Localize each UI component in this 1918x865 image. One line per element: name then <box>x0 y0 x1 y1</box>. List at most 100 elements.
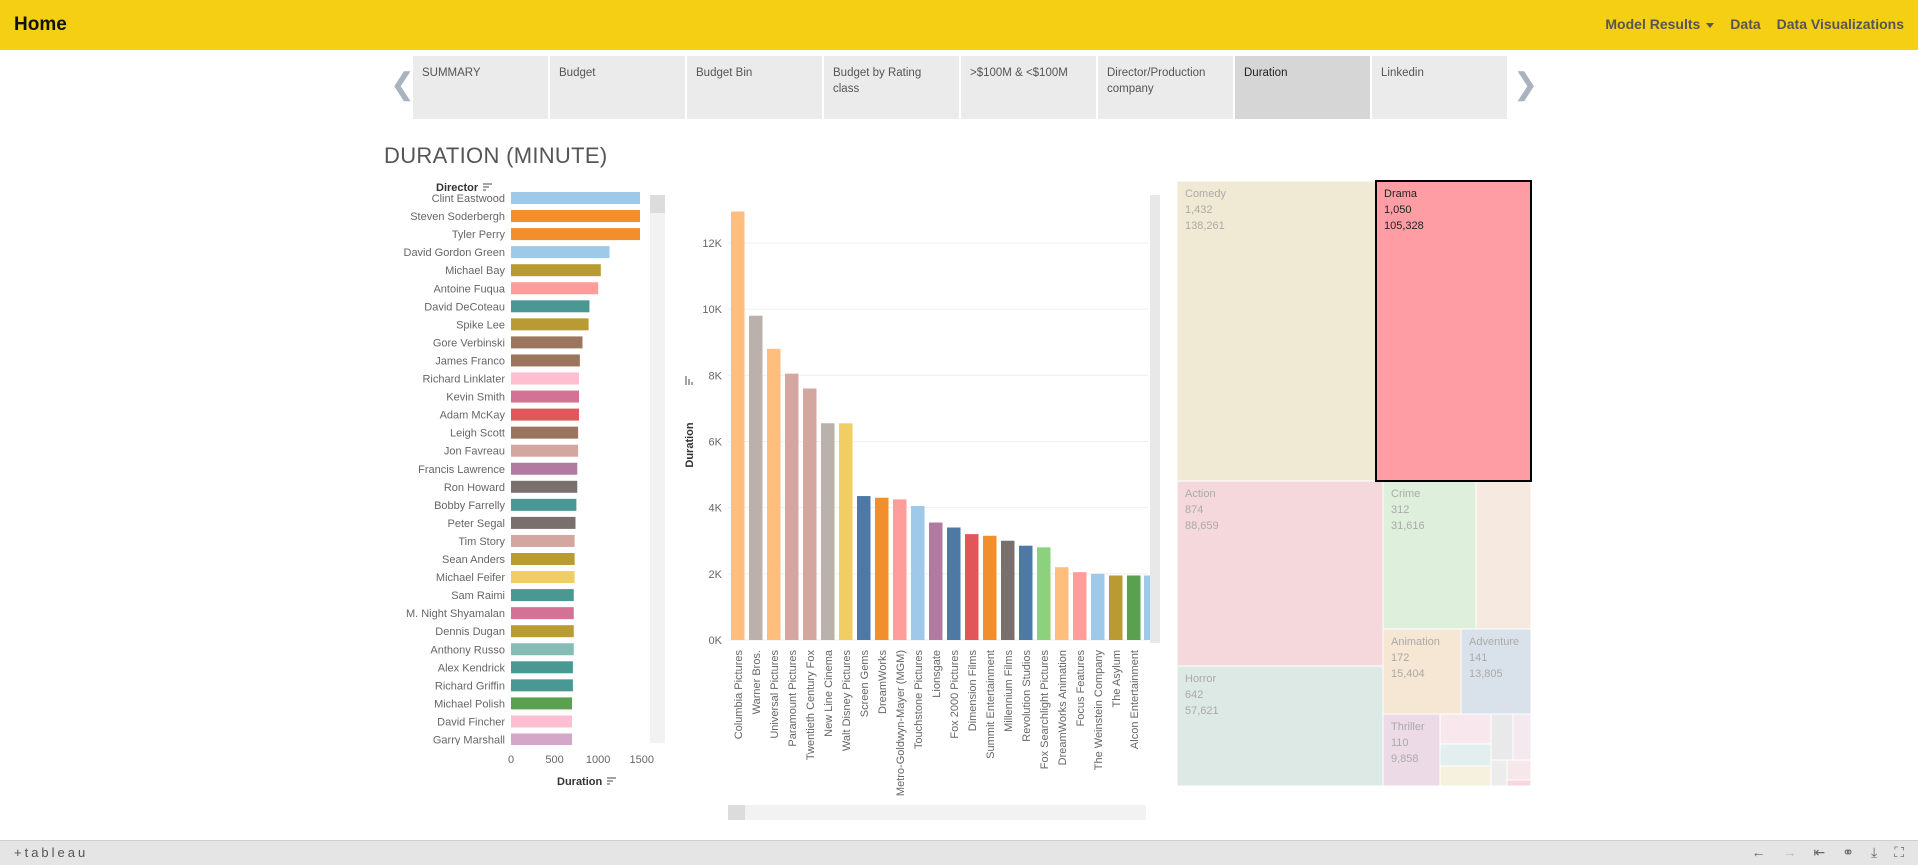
company-bar <box>875 497 889 640</box>
director-bar <box>511 408 579 421</box>
company-y-tick: 10K <box>702 304 722 316</box>
director-label: Adam McKay <box>440 410 506 422</box>
treemap-tile <box>1382 628 1462 715</box>
director-label: Leigh Scott <box>450 428 505 440</box>
director-bar <box>511 679 573 692</box>
director-label: Dennis Dugan <box>435 626 505 638</box>
treemap-duration-label: 15,404 <box>1391 668 1425 680</box>
prev-tab-arrow-icon[interactable]: ❮ <box>390 68 416 101</box>
genre-treemap: Comedy 1,432 138,261 Drama 1,050 105,328 Actio… <box>1176 180 1532 787</box>
director-bar <box>511 462 578 475</box>
company-v-scrollbar <box>1150 195 1160 643</box>
company-label: The Asylum <box>1111 650 1123 707</box>
tab-budget-by-rating-class[interactable]: Budget by Rating class <box>824 56 959 119</box>
company-label: Lionsgate <box>931 650 943 698</box>
home-link[interactable]: Home <box>14 14 67 35</box>
director-axis-title: Director <box>436 182 479 194</box>
company-bar <box>965 534 979 640</box>
tab-summary[interactable]: SUMMARY <box>413 56 548 119</box>
company-bar <box>929 522 943 640</box>
treemap-selection-border <box>1375 180 1532 482</box>
sort-icon <box>483 183 492 191</box>
fullscreen-icon[interactable]: ⛶ <box>1894 844 1904 860</box>
director-label: Tim Story <box>458 536 505 548</box>
treemap-duration-label: 31,616 <box>1391 520 1425 532</box>
director-label: David Gordon Green <box>404 247 506 259</box>
treemap-small-tile <box>1439 743 1492 767</box>
company-y-tick: 6K <box>709 436 723 448</box>
company-bar <box>911 505 925 640</box>
treemap-count-label: 642 <box>1185 689 1203 701</box>
nav-data-visualizations[interactable]: Data Visualizations <box>1776 16 1904 32</box>
revert-icon[interactable]: ⇤ <box>1813 844 1826 860</box>
download-icon[interactable]: ⤓ <box>1870 844 1878 860</box>
director-label: Michael Bay <box>445 265 505 277</box>
company-bar <box>839 423 853 640</box>
company-label: Twentieth Century Fox <box>805 650 817 761</box>
tab-director-production-company[interactable]: Director/Production company <box>1098 56 1233 119</box>
director-x-tick: 0 <box>508 754 514 766</box>
director-bar <box>511 498 577 511</box>
director-bar <box>511 534 575 547</box>
director-bar <box>511 300 590 313</box>
company-label: Fox Searchlight Pictures <box>1039 650 1051 770</box>
director-bar <box>511 607 574 620</box>
company-label: Columbia Pictures <box>733 650 745 740</box>
treemap-small-tile <box>1439 765 1492 787</box>
director-label: David DeCoteau <box>424 301 505 313</box>
director-bar <box>511 318 589 331</box>
tab-duration[interactable]: Duration <box>1235 56 1370 119</box>
director-label: David Fincher <box>437 716 505 728</box>
director-bar <box>511 264 601 277</box>
company-label: Screen Gems <box>859 650 871 718</box>
director-bar <box>511 390 579 403</box>
company-label: New Line Cinema <box>823 649 835 737</box>
director-scrollbar-thumb <box>650 195 665 213</box>
treemap-genre-label: Adventure <box>1469 636 1519 648</box>
treemap-small-tile <box>1506 759 1532 781</box>
director-label: Steven Soderbergh <box>410 211 505 223</box>
director-bar <box>511 733 573 745</box>
nav-data[interactable]: Data <box>1730 16 1761 32</box>
director-x-tick: 1500 <box>630 754 654 766</box>
share-icon[interactable]: ⚭ <box>1842 844 1854 860</box>
treemap-tile <box>1460 628 1532 715</box>
treemap-count-label: 874 <box>1185 504 1203 516</box>
director-label: Francis Lawrence <box>418 464 505 476</box>
treemap-duration-label: 13,805 <box>1469 668 1503 680</box>
top-navbar: Home Model Results Data Data Visualizati… <box>0 0 1918 50</box>
nav-model-results[interactable]: Model Results <box>1605 16 1715 32</box>
tableau-toolbar: +tableau ← → ⇤ ⚭ ⤓ ⛶ <box>0 840 1918 865</box>
undo-icon[interactable]: ← <box>1751 844 1766 860</box>
tab-budget-over-under-100m[interactable]: >$100M & <$100M <box>961 56 1096 119</box>
story-tab-strip: SUMMARY Budget Budget Bin Budget by Rati… <box>413 56 1507 119</box>
director-label: Peter Segal <box>448 518 505 530</box>
company-y-axis-title: Duration <box>684 422 696 468</box>
director-bar <box>511 697 573 710</box>
company-bar <box>731 211 745 640</box>
director-bar <box>511 643 574 656</box>
director-label: Garry Marshall <box>433 735 505 747</box>
director-label: M. Night Shyamalan <box>406 608 505 620</box>
company-label: Warner Bros. <box>751 650 763 714</box>
company-label: Walt Disney Pictures <box>841 650 853 752</box>
company-label: Summit Entertainment <box>985 650 997 759</box>
treemap-genre-label: Comedy <box>1185 188 1226 200</box>
director-label: Richard Linklater <box>422 374 505 386</box>
director-bar <box>511 571 575 584</box>
treemap-duration-label: 105,328 <box>1384 220 1424 232</box>
director-label: Tyler Perry <box>452 229 506 241</box>
treemap-small-tile <box>1439 713 1492 745</box>
director-label: Ron Howard <box>444 482 505 494</box>
tab-budget-bin[interactable]: Budget Bin <box>687 56 822 119</box>
tab-budget[interactable]: Budget <box>550 56 685 119</box>
treemap-genre-label: Thriller <box>1391 721 1425 733</box>
next-tab-arrow-icon[interactable]: ❯ <box>1513 68 1539 101</box>
director-label: Anthony Russo <box>430 644 505 656</box>
tab-linkedin[interactable]: Linkedin <box>1372 56 1507 119</box>
treemap-tile <box>1176 665 1384 787</box>
director-bar <box>511 426 579 439</box>
company-label: Paramount Pictures <box>787 650 799 747</box>
redo-icon[interactable]: → <box>1782 844 1797 860</box>
company-label: Metro-Goldwyn-Mayer (MGM) <box>895 650 907 796</box>
